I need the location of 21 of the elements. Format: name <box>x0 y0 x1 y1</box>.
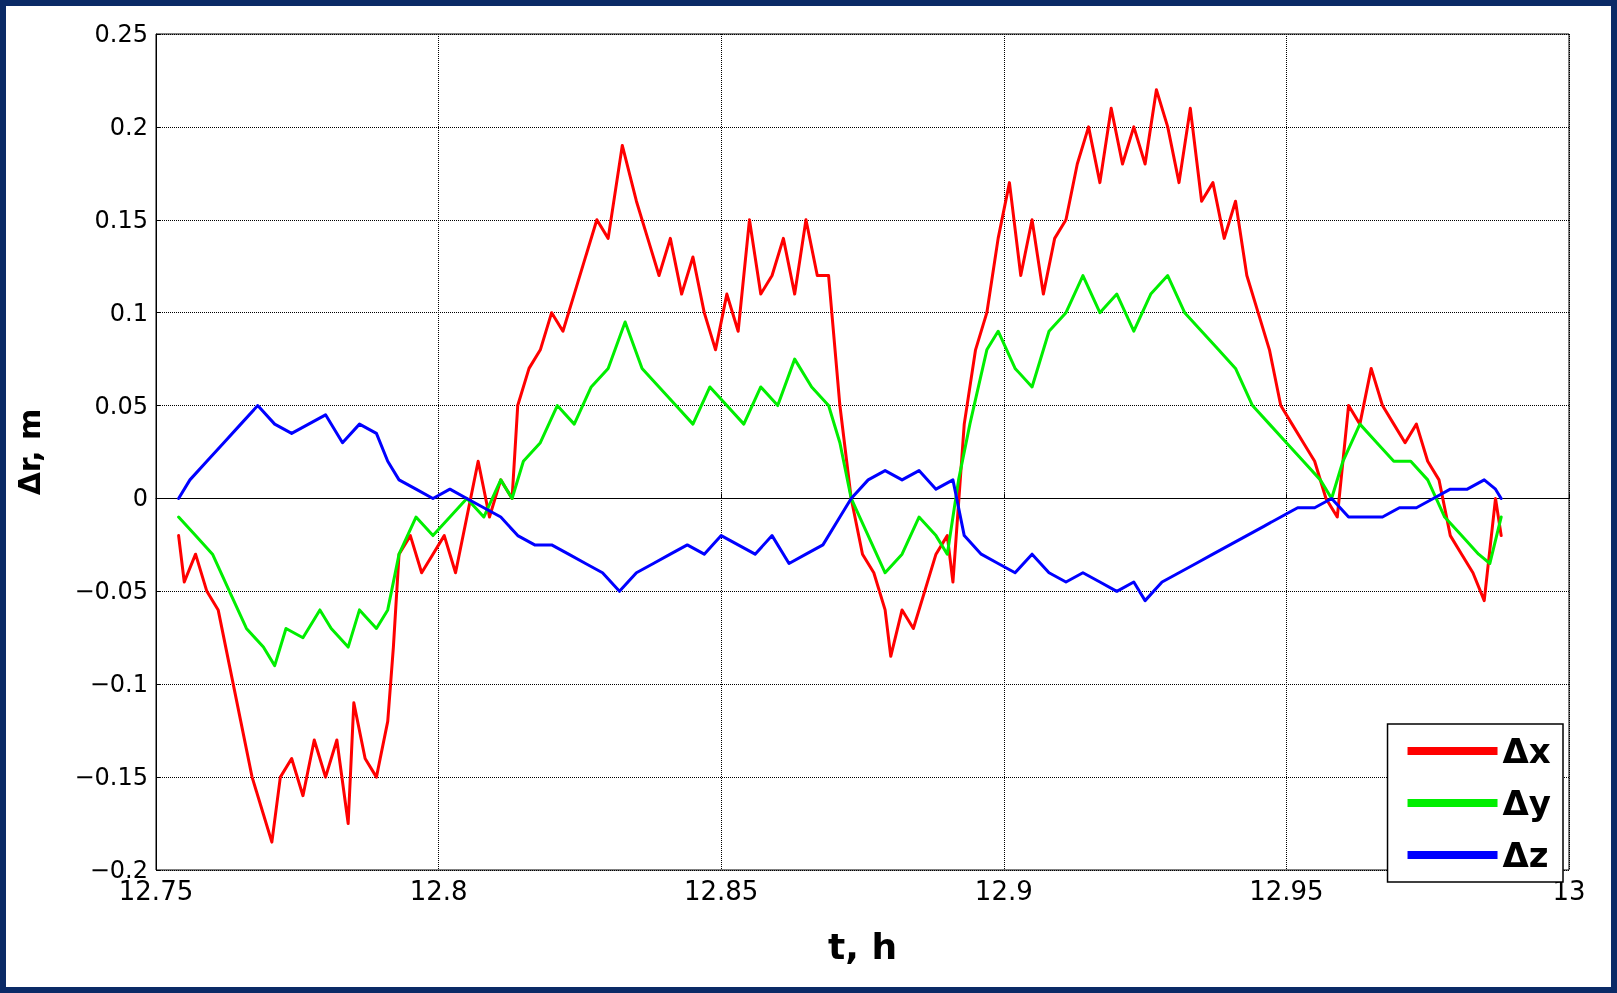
x-axis-title: t, h <box>827 925 898 967</box>
y-tick-label: 0.1 <box>109 298 148 327</box>
line-series <box>177 88 1503 844</box>
y-tick-label: −0.15 <box>74 763 148 792</box>
x-tick-label: 12.9 <box>974 876 1033 906</box>
line-series <box>177 274 1503 668</box>
y-tick-label: 0.05 <box>94 391 148 420</box>
legend-label: Δy <box>1502 783 1552 823</box>
y-tick-label: −0.1 <box>89 670 148 699</box>
y-tick-label: 0.2 <box>109 112 148 141</box>
y-tick-label: 0.15 <box>94 205 148 234</box>
y-axis-title: Δr, m <box>11 408 47 496</box>
legend-label: Δz <box>1502 835 1549 875</box>
x-tick-label: 12.85 <box>683 876 759 906</box>
x-tick-label: 12.95 <box>1249 876 1324 906</box>
line-series <box>177 404 1503 603</box>
y-tick-label: −0.05 <box>74 577 148 606</box>
y-tick-label: 0.25 <box>94 20 148 48</box>
legend-label: Δx <box>1502 731 1551 771</box>
x-tick-label: 12.8 <box>409 876 468 906</box>
y-tick-label: 0 <box>132 484 148 513</box>
